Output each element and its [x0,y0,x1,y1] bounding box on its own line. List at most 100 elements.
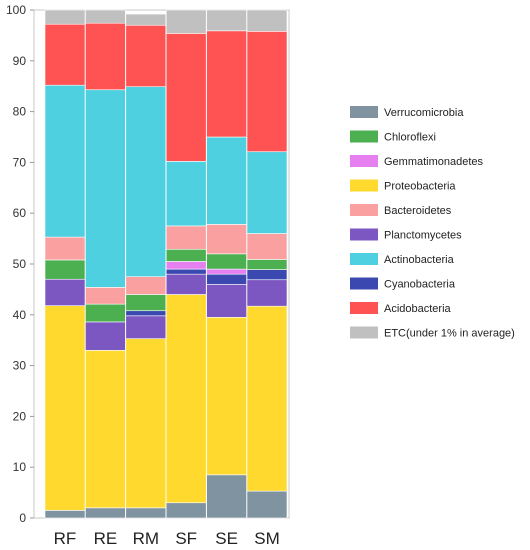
bar-segment-planctomycetes [85,321,126,351]
bar-segment-verrucomicrobia [85,507,126,519]
y-tick-label: 40 [13,308,27,322]
bar-segment-proteobacteria [246,305,288,492]
legend-swatch [350,277,378,290]
y-tick-label: 30 [13,359,27,373]
bar-segment-verrucomicrobia [246,490,288,519]
bar-segment-chloroflexi [165,248,207,262]
bar-segment-bacteroidetes [206,224,247,255]
bar-segment-bacteroidetes [44,236,86,261]
legend-swatch [350,326,378,339]
bar-segment-actinobacteria [246,151,288,234]
legend-item: Planctomycetes [350,228,462,242]
bar-segment-verrucomicrobia [165,502,207,519]
bar-segment-actinobacteria [85,89,126,288]
legend-item: ETC(under 1% in average) [350,326,515,340]
bar-segment-verrucomicrobia [125,507,167,519]
legend-swatch [350,106,378,118]
legend-label: Bacteroidetes [384,205,452,217]
bar-segment-cyanobacteria [206,273,247,285]
bar-segment-bacteroidetes [165,225,207,250]
bar-segment-chloroflexi [125,294,167,312]
bar-segment-acidobacteria [165,33,207,162]
y-axis: 0 10 20 30 40 50 60 70 80 90 100 [6,3,34,525]
legend-swatch [350,179,378,192]
bar-segment-acidobacteria [44,23,86,86]
y-tick-label: 50 [13,257,27,271]
y-tick-label: 20 [13,409,27,423]
x-tick-label: SM [254,529,280,548]
legend-label: Acidobacteria [384,303,452,315]
bar-segment-actinobacteria [125,86,167,278]
bar-stack-sm [246,9,288,519]
bars-group [44,9,288,519]
y-tick-label: 70 [13,155,27,169]
legend-label: Proteobacteria [384,181,456,193]
bar-segment-etc [246,9,288,32]
bar-segment-etc [85,9,126,24]
legend: Verrucomicrobia Chloroflexi Gemmatimonadet… [350,106,515,340]
bar-stack-rm [125,13,167,519]
legend-label: Actinobacteria [384,254,455,266]
legend-label: Chloroflexi [384,132,436,144]
y-tick-label: 0 [19,511,26,525]
bar-segment-proteobacteria [206,317,247,476]
legend-item: Cyanobacteria [350,277,456,291]
legend-swatch [350,253,378,265]
bar-segment-proteobacteria [125,338,167,509]
bar-segment-bacteroidetes [246,233,288,260]
legend-item: Chloroflexi [350,130,436,144]
x-axis: RF RE RM SF SE SM [54,529,280,548]
bar-segment-planctomycetes [246,279,288,307]
bar-segment-acidobacteria [246,31,288,153]
bar-segment-acidobacteria [85,22,126,91]
legend-item: Actinobacteria [350,253,455,266]
x-tick-label: SE [215,529,238,548]
bar-segment-gemmatimonadetes [165,261,207,270]
bar-stack-sf [165,9,207,519]
bar-segment-cyanobacteria [246,269,288,281]
bar-segment-bacteroidetes [125,276,167,295]
legend-swatch [350,302,378,314]
bar-segment-chloroflexi [44,259,86,280]
bar-segment-verrucomicrobia [206,474,247,519]
y-tick-label: 80 [13,105,27,119]
x-tick-label: RE [94,529,118,548]
bar-segment-gemmatimonadetes [206,268,247,275]
legend-label: Cyanobacteria [384,279,456,291]
bar-stack-se [206,9,247,519]
bar-stack-rf [44,9,86,519]
bar-segment-cyanobacteria [165,268,207,275]
y-tick-label: 90 [13,54,27,68]
legend-item: Acidobacteria [350,302,452,315]
y-tick-label: 10 [13,460,27,474]
legend-label: Planctomycetes [384,230,462,242]
x-tick-label: RM [133,529,159,548]
legend-swatch [350,155,378,167]
bar-stack-re [85,9,126,519]
legend-item: Verrucomicrobia [350,106,464,119]
bar-segment-etc [44,9,86,25]
bar-segment-chloroflexi [246,259,288,270]
bar-segment-actinobacteria [206,136,247,225]
bar-segment-etc [125,13,167,26]
bar-segment-planctomycetes [206,284,247,318]
x-tick-label: RF [54,529,77,548]
legend-swatch [350,130,378,143]
bar-segment-planctomycetes [165,273,207,295]
bar-segment-acidobacteria [125,24,167,88]
bar-segment-bacteroidetes [85,287,126,305]
y-tick-label: 60 [13,206,27,220]
bar-segment-cyanobacteria [125,310,167,317]
bar-segment-etc [206,9,247,32]
x-tick-label: SF [175,529,197,548]
legend-item: Proteobacteria [350,179,456,193]
bar-segment-verrucomicrobia [44,510,86,519]
bar-segment-actinobacteria [44,84,86,238]
bar-segment-etc [165,9,207,34]
bar-segment-proteobacteria [165,294,207,504]
bar-segment-proteobacteria [85,350,126,509]
legend-label: ETC(under 1% in average) [384,328,515,340]
bar-segment-proteobacteria [44,305,86,511]
y-tick-label: 100 [6,3,26,17]
